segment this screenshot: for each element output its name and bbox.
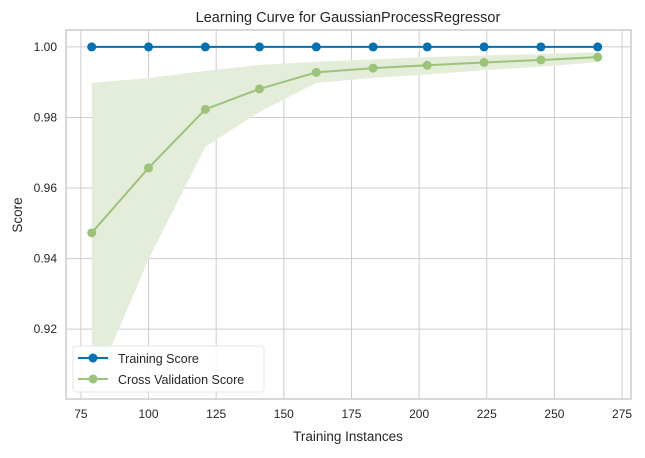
legend-box [72, 345, 265, 393]
training-score-point [479, 42, 489, 52]
chart-title: Learning Curve for GaussianProcessRegres… [196, 10, 501, 26]
plot-frame [65, 29, 632, 400]
cross-validation-score-point [536, 55, 546, 65]
legend-marker-cv [88, 374, 98, 384]
training-score-point [593, 42, 603, 52]
x-tick-label: 75 [74, 407, 88, 421]
cross-validation-score-point [254, 84, 264, 94]
x-tick-label: 225 [477, 407, 497, 421]
cross-validation-score-point [422, 60, 432, 70]
cross-validation-score-line [90, 56, 598, 234]
training-score-point [536, 42, 546, 52]
training-score-point [87, 42, 97, 52]
x-tick-label: 125 [206, 407, 226, 421]
cross-validation-score-point [311, 67, 321, 77]
plot-area [87, 42, 603, 393]
legend-label-cv: Cross Validation Score [118, 373, 244, 387]
x-tick-label: 100 [139, 407, 159, 421]
y-tick-label: 0.92 [34, 322, 58, 336]
x-tick-label: 175 [341, 407, 361, 421]
legend: Training Score Cross Validation Score [72, 345, 265, 393]
y-tick-label: 1.00 [34, 40, 58, 54]
y-tick-label: 0.96 [34, 181, 58, 195]
cross-validation-score-point [368, 63, 378, 73]
cv-score-band [91, 52, 598, 393]
training-score-point [422, 42, 432, 52]
y-axis-label: Score [10, 197, 25, 232]
training-score-point [254, 42, 264, 52]
training-score-point [368, 42, 378, 52]
y-tick-label: 0.94 [34, 252, 58, 266]
cross-validation-score-point [479, 57, 489, 67]
x-axis-label: Training Instances [293, 429, 403, 444]
legend-marker-training [88, 353, 98, 363]
x-tick-label: 200 [409, 407, 429, 421]
x-tick-label: 275 [612, 407, 632, 421]
cross-validation-score-point [144, 163, 154, 173]
training-score-point [200, 42, 210, 52]
cross-validation-score-point [87, 228, 97, 238]
y-tick-label: 0.98 [34, 110, 58, 124]
training-score-point [311, 42, 321, 52]
legend-label-training: Training Score [118, 352, 199, 366]
tick-labels: 75 100 125 150 175 200 225 250 275 0.92 0.94 0.96 0.… [34, 40, 633, 421]
training-score-point [144, 42, 154, 52]
x-tick-label: 250 [544, 407, 564, 421]
cross-validation-score-point [200, 104, 210, 114]
cross-validation-score-point [593, 52, 603, 62]
x-tick-label: 150 [274, 407, 294, 421]
